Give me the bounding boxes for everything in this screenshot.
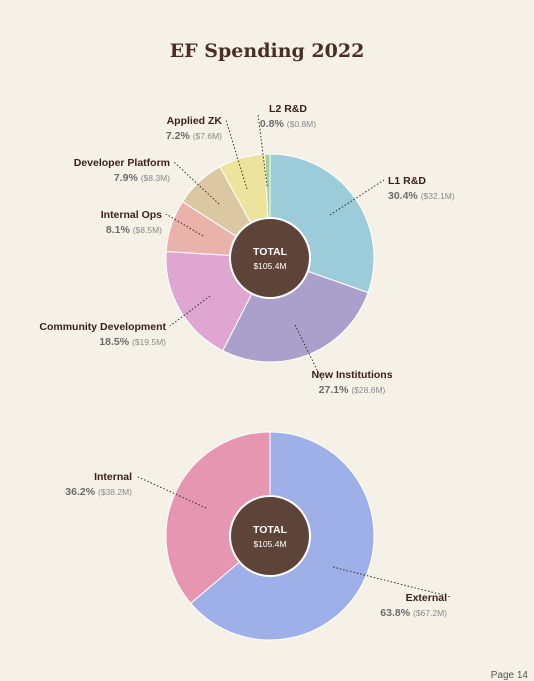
label-name-internal-ops: Internal Ops xyxy=(101,209,162,221)
center-value: $105.4M xyxy=(253,261,286,271)
label-value-developer-platform: 7.9% ($8.3M) xyxy=(114,172,170,184)
center-label: TOTAL xyxy=(253,524,288,536)
label-amount-l2-randd: ($0.8M) xyxy=(287,119,316,129)
label-name-community-development: Community Development xyxy=(39,321,166,333)
center-value: $105.4M xyxy=(253,539,286,549)
leader-line-l1-randd xyxy=(329,179,385,216)
label-percent-developer-platform: 7.9% xyxy=(114,172,141,184)
label-name-applied-zk: Applied ZK xyxy=(167,115,223,127)
donut-center xyxy=(231,219,309,297)
label-amount-external: ($67.2M) xyxy=(413,608,447,618)
leader-line-internal xyxy=(135,475,207,509)
label-value-internal-ops: 8.1% ($8.5M) xyxy=(106,224,162,236)
donut-chart-1: L1 R&D 30.4% ($32.1M) New Institutions 27.1… xyxy=(39,103,454,396)
label-amount-l1-randd: ($32.1M) xyxy=(421,191,455,201)
page-title: EF Spending 2022 xyxy=(169,40,365,62)
leader-line-external xyxy=(332,566,452,598)
label-name-internal: Internal xyxy=(94,471,132,483)
page-number: Page 14 xyxy=(490,670,528,681)
label-percent-internal-ops: 8.1% xyxy=(106,224,133,236)
label-name-l1-randd: L1 R&D xyxy=(388,175,426,187)
label-amount-internal-ops: ($8.5M) xyxy=(133,225,162,235)
label-amount-developer-platform: ($8.3M) xyxy=(141,173,170,183)
leader-line-internal-ops xyxy=(165,213,204,237)
label-amount-internal: ($38.2M) xyxy=(98,487,132,497)
label-percent-applied-zk: 7.2% xyxy=(166,130,193,142)
center-label: TOTAL xyxy=(253,246,288,258)
leader-line-community-development xyxy=(169,295,211,327)
label-name-external: External xyxy=(406,592,448,604)
label-value-l2-randd: 0.8% ($0.8M) xyxy=(260,118,316,130)
label-value-applied-zk: 7.2% ($7.6M) xyxy=(166,130,222,142)
leader-line-l2-randd xyxy=(257,113,268,187)
label-percent-community-development: 18.5% xyxy=(99,336,132,348)
label-name-new-institutions: New Institutions xyxy=(311,369,392,381)
label-percent-l2-randd: 0.8% xyxy=(260,118,287,130)
label-value-l1-randd: 30.4% ($32.1M) xyxy=(388,190,455,202)
label-amount-applied-zk: ($7.6M) xyxy=(193,131,222,141)
label-percent-l1-randd: 30.4% xyxy=(388,190,421,202)
label-value-internal: 36.2% ($38.2M) xyxy=(65,486,132,498)
label-amount-new-institutions: ($28.6M) xyxy=(351,385,385,395)
slice-internal xyxy=(165,431,271,604)
label-percent-external: 63.8% xyxy=(380,607,413,619)
label-name-developer-platform: Developer Platform xyxy=(74,157,170,169)
label-value-community-development: 18.5% ($19.5M) xyxy=(99,336,166,348)
label-value-new-institutions: 27.1% ($28.6M) xyxy=(319,384,386,396)
label-percent-internal: 36.2% xyxy=(65,486,98,498)
label-value-external: 63.8% ($67.2M) xyxy=(380,607,447,619)
leader-line-applied-zk xyxy=(225,119,248,190)
donut-center xyxy=(231,497,309,575)
label-name-l2-randd: L2 R&D xyxy=(269,103,307,115)
donut-chart-2: External 63.8% ($67.2M) Internal 36.2% ($38… xyxy=(65,431,452,641)
label-percent-new-institutions: 27.1% xyxy=(319,384,352,396)
label-amount-community-development: ($19.5M) xyxy=(132,337,166,347)
